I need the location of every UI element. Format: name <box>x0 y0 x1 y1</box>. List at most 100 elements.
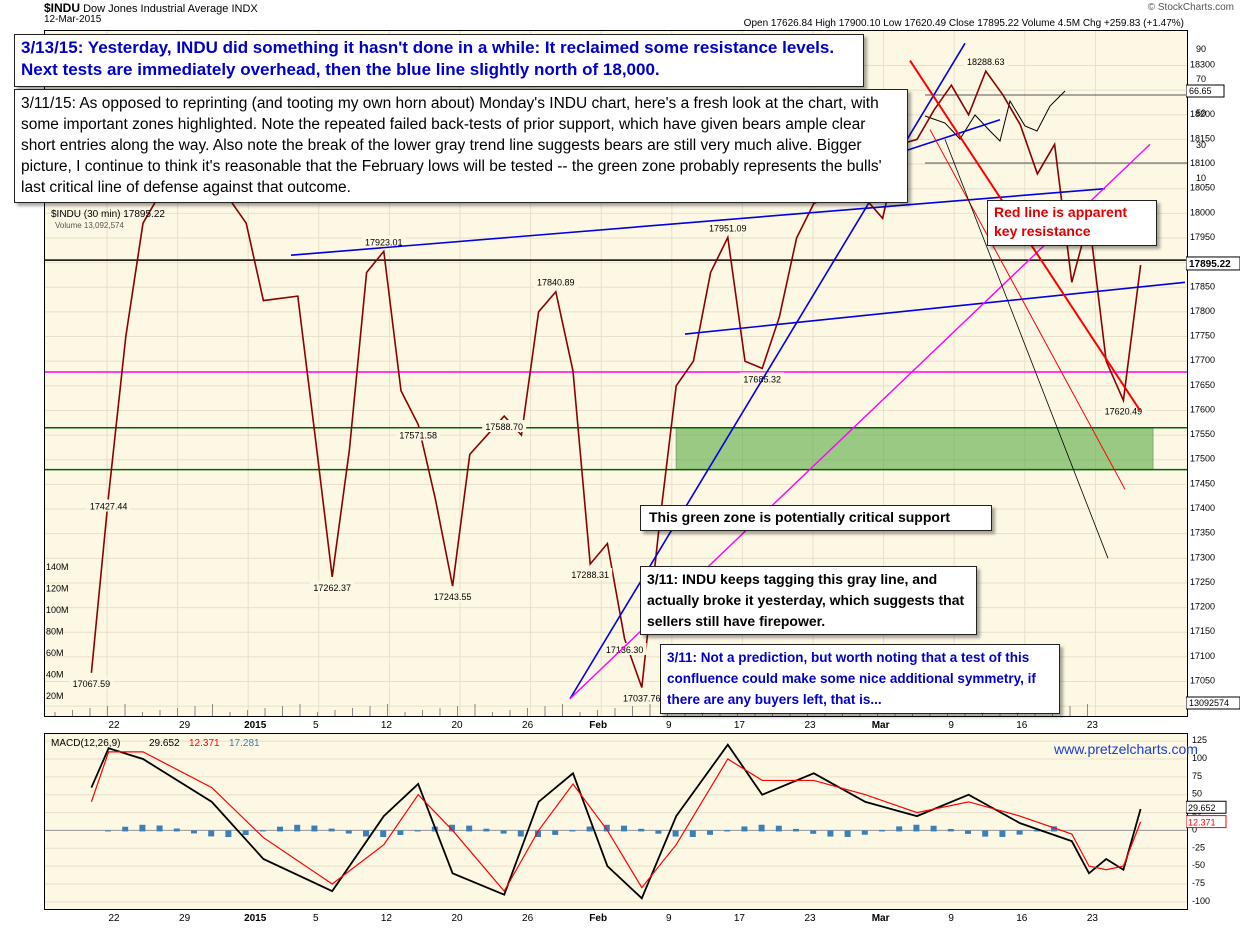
macd-tick: 75 <box>1192 771 1202 781</box>
price-tick: 17350 <box>1190 528 1215 538</box>
macd-x-axis: 22 29 2015 5 12 20 26 Feb 9 17 23 Mar 9 16 23 <box>108 913 1098 924</box>
macd-hist-bar <box>758 824 765 832</box>
last-price-label: 17895.22 <box>1189 259 1231 270</box>
price-label-bg <box>1101 404 1146 417</box>
macd-hist-bar <box>724 830 731 832</box>
macd-hist-bar <box>105 830 111 832</box>
macd-hist-bar <box>225 830 232 838</box>
volume-tick: 60M <box>46 648 64 658</box>
x-tick: 22 <box>108 720 120 731</box>
x-tick: 26 <box>522 720 534 731</box>
macd-tick: -50 <box>1192 860 1205 870</box>
x-tick: 2015 <box>244 720 267 731</box>
price-tick: 17450 <box>1190 478 1215 488</box>
macd-hist-bar <box>208 830 215 837</box>
macd-hist-bar <box>449 824 455 832</box>
x-tick-macd: 20 <box>451 913 463 924</box>
price-tick: 18000 <box>1190 207 1215 217</box>
price-tick: 18050 <box>1190 183 1215 193</box>
volume-tick: 140M <box>46 562 69 572</box>
volume-tick: 40M <box>46 670 64 680</box>
macd-tick: 0 <box>1192 824 1197 834</box>
price-series <box>90 69 1142 688</box>
x-tick-macd: 2015 <box>244 913 267 924</box>
price-tick: 17800 <box>1190 306 1215 316</box>
price-label-2: 17840.89 <box>537 278 575 288</box>
note-green-zone: This green zone is potentially critical … <box>640 505 992 531</box>
price-tick: 17550 <box>1190 429 1215 439</box>
signal-value-label: 12.371 <box>1188 818 1216 828</box>
x-tick-macd: 9 <box>666 913 672 924</box>
macd-panel: MACD(12,26,9) 29.652 12.371 17.281 <box>44 733 1188 910</box>
macd-hist-bar <box>930 825 937 832</box>
macd-hist-bar <box>122 826 129 832</box>
x-tick-macd: Feb <box>589 913 607 924</box>
x-tick-macd: 16 <box>1016 913 1028 924</box>
x-tick-macd: Mar <box>872 913 890 924</box>
macd-hist-bar <box>896 826 903 832</box>
macd-hist-bar <box>810 830 817 834</box>
last-price-box <box>1186 256 1240 271</box>
macd-hist-bar <box>1051 826 1057 832</box>
price-axis: 1700017050171001715017200172501730017350… <box>1186 44 1240 710</box>
price-tick: 17400 <box>1190 503 1215 513</box>
x-tick: 20 <box>451 720 463 731</box>
x-tick-macd: 29 <box>179 913 191 924</box>
price-tick: 17050 <box>1190 676 1215 686</box>
trend-line-blue-upper <box>290 187 1106 257</box>
price-tick: 17500 <box>1190 454 1215 464</box>
macd-hist-bar <box>294 824 301 832</box>
price-tick: 17750 <box>1190 331 1215 341</box>
macd-series-macd <box>90 743 1142 900</box>
x-tick: 23 <box>1087 720 1099 731</box>
price-label-bg <box>396 428 441 441</box>
price-label-bg <box>963 55 1008 68</box>
macd-tick: -100 <box>1192 896 1210 906</box>
volume-value-box <box>1186 696 1240 710</box>
price-label-bg <box>602 642 647 655</box>
price-tick: 17700 <box>1190 355 1215 365</box>
signal-value-box <box>1186 815 1227 829</box>
x-tick-macd: 22 <box>108 913 120 924</box>
price-label-15: 17067.59 <box>73 679 111 689</box>
rsi-tick: 90 <box>1196 44 1206 54</box>
index-name: Dow Jones Industrial Average <box>83 3 229 15</box>
note-3-13-15: 3/13/15: Yesterday, INDU did something i… <box>14 34 864 87</box>
price-tick: 18300 <box>1190 59 1215 69</box>
macd-hist-bar <box>517 830 524 837</box>
volume-legend: Volume 13,092,574 <box>55 221 124 230</box>
macd-hist-bar <box>139 824 146 832</box>
price-tick: 18150 <box>1190 133 1215 143</box>
rsi-tick: 10 <box>1196 173 1206 183</box>
price-tick: 17850 <box>1190 281 1215 291</box>
macd-chart-svg: MACD(12,26,9) 29.652 12.371 17.281 <box>45 738 1187 903</box>
macd-hist-bar <box>844 830 851 837</box>
watermark: www.pretzelcharts.com <box>1054 741 1198 757</box>
green-zone <box>675 427 1154 471</box>
rsi-value-box <box>1186 84 1225 98</box>
hist-value-legend: 17.281 <box>229 738 260 749</box>
rsi-value: 66.65 <box>1189 86 1212 96</box>
price-tick: 18200 <box>1190 109 1215 119</box>
macd-hist-bar <box>397 830 404 835</box>
price-label-6: 17571.58 <box>399 430 437 440</box>
volume-tick: 120M <box>46 584 69 594</box>
macd-hist-bar <box>861 830 868 835</box>
price-label-bg <box>533 275 578 288</box>
macd-tick: 50 <box>1192 789 1202 799</box>
price-label-11: 17243.55 <box>434 592 472 602</box>
macd-hist-bar <box>793 828 799 832</box>
price-tick: 17100 <box>1190 651 1215 661</box>
trend-line-red-thin <box>929 129 1126 490</box>
macd-hist-bar <box>500 830 507 834</box>
macd-legend: MACD(12,26,9) <box>51 738 120 749</box>
macd-hist-bar <box>999 830 1006 837</box>
macd-tick: -75 <box>1192 878 1205 888</box>
rsi-tick: 50 <box>1196 108 1206 118</box>
x-tick: 5 <box>313 720 319 731</box>
chart-date: 12-Mar-2015 <box>44 14 102 25</box>
macd-hist-bar <box>1033 829 1040 832</box>
x-tick: 29 <box>179 720 191 731</box>
x-tick: Mar <box>872 720 890 731</box>
price-tick: 17200 <box>1190 602 1215 612</box>
